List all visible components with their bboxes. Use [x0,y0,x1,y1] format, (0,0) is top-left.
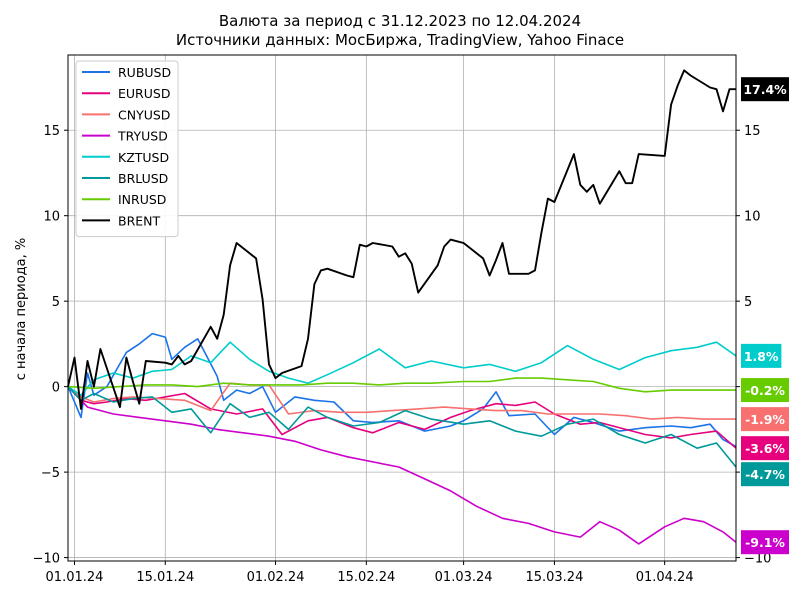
x-tick-label: 01.04.24 [636,570,694,585]
x-tick-label: 01.03.24 [435,570,493,585]
legend-label: BRENT [118,213,161,228]
series-line-tryusd [67,386,737,545]
plot-frame [67,54,737,562]
end-value-labels: 17.4% 1.8% -0.2% -1.9% -3.6% -4.7% -9.1% [741,77,789,555]
x-tick-label: 01.01.24 [46,570,104,585]
end-label-box [741,378,789,403]
y-tick-label-left: 0 [52,381,60,396]
x-tick-label: 01.02.24 [247,570,305,585]
y-tick-label-left: 5 [52,295,60,310]
end-label-text: 1.8% [744,349,779,364]
x-tick-label: 15.01.24 [136,570,194,585]
y-axis-label: с начала периода, % [14,238,29,381]
series-line-inrusd [67,377,736,393]
series-line-rubusd [67,332,737,448]
chart-title: Валюта за период с 31.12.2023 по 12.04.2… [219,12,581,30]
legend: RUBUSD EURUSD CNYUSD TRYUSD KZTUSD BRLUSD INRU… [75,60,179,238]
axis-ticks: −10−10−5−500551010151501.01.2415.01.2401… [33,124,772,585]
legend-label: RUBUSD [118,65,171,80]
series-lines [67,69,737,545]
end-label-box [741,407,789,432]
chart-subtitle: Источники данных: МосБиржа, TradingView,… [176,31,624,49]
end-label-text: -4.7% [745,467,785,482]
series-line-eurusd [67,386,737,449]
y-tick-label-right: 10 [744,210,761,225]
series-line-cnyusd [67,382,736,420]
end-label-text: -9.1% [745,535,785,550]
legend-label: BRLUSD [118,171,168,186]
legend-label: INRUSD [118,192,166,207]
y-tick-label-right: 15 [744,124,761,139]
end-label-box [741,77,789,102]
y-tick-label-left: −5 [41,466,60,481]
end-label-box [741,343,782,368]
end-label-text: -0.2% [745,383,785,398]
legend-label: TRYUSD [117,129,168,144]
legend-box [75,60,179,238]
series-line-brent [67,69,736,410]
legend-label: CNYUSD [118,107,170,122]
x-tick-label: 15.03.24 [525,570,583,585]
end-label-box [741,436,789,461]
end-label-text: 17.4% [743,82,787,97]
series-line-brlusd [67,386,737,468]
y-tick-label-right: 5 [744,295,752,310]
y-tick-label-left: −10 [33,552,60,567]
y-tick-label-left: 10 [43,210,60,225]
end-label-text: -1.9% [745,412,785,427]
end-label-box [741,530,789,555]
y-tick-label-right: −10 [744,552,771,567]
end-label-box [741,462,789,487]
legend-label: KZTUSD [118,150,169,165]
end-label-text: -3.6% [745,441,785,456]
series-line-kztusd [67,341,737,397]
y-tick-label-left: 15 [43,124,60,139]
x-tick-label: 15.02.24 [337,570,395,585]
legend-label: EURUSD [118,86,170,101]
